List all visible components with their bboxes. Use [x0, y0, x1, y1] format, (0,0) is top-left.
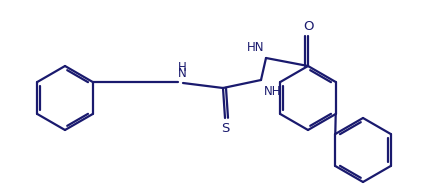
- Text: O: O: [303, 20, 313, 33]
- Text: N: N: [178, 67, 187, 80]
- Text: HN: HN: [247, 41, 264, 54]
- Text: H: H: [178, 61, 187, 74]
- Text: S: S: [221, 122, 229, 135]
- Text: NH: NH: [264, 85, 281, 98]
